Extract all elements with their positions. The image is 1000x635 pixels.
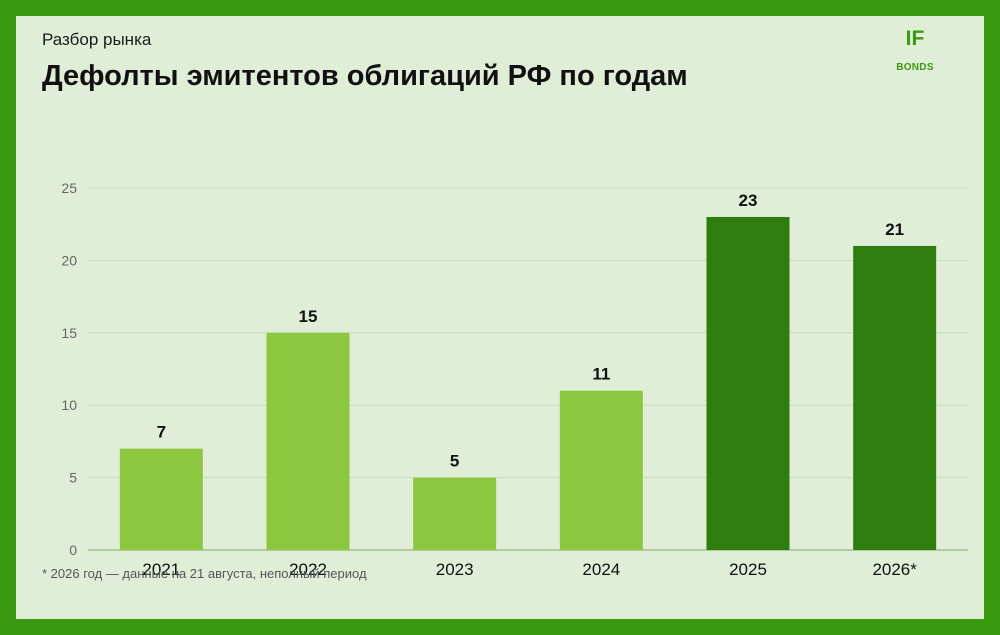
- footnote: * 2026 год — данные на 21 августа, непол…: [42, 566, 367, 581]
- y-tick-label: 5: [69, 470, 77, 486]
- x-tick-label: 2025: [729, 560, 767, 579]
- logo-mark: IF: [905, 27, 925, 50]
- data-label: 21: [885, 220, 904, 239]
- y-tick-label: 10: [61, 397, 77, 413]
- x-tick-label: 2021: [142, 560, 180, 579]
- data-label: 11: [592, 365, 610, 384]
- logo-subtitle: BONDS: [896, 62, 934, 73]
- y-tick-label: 20: [61, 252, 77, 268]
- data-label: 5: [450, 452, 459, 471]
- brand-logo: IF BONDS: [880, 26, 950, 73]
- bar: [266, 332, 350, 550]
- bar: [706, 216, 790, 550]
- chart-title: Дефолты эмитентов облигаций РФ по годам: [42, 60, 688, 92]
- bar: [119, 448, 203, 550]
- x-tick-label: 2026*: [872, 560, 917, 579]
- data-label: 15: [299, 307, 318, 326]
- bar: [559, 390, 643, 550]
- data-label: 23: [739, 191, 758, 210]
- y-tick-label: 15: [61, 325, 77, 341]
- bar: [853, 245, 937, 551]
- data-label: 7: [157, 423, 166, 442]
- x-tick-label: 2024: [582, 560, 620, 579]
- y-tick-label: 25: [61, 180, 77, 196]
- y-tick-label: 0: [69, 542, 77, 558]
- bar: [413, 477, 497, 550]
- section-kicker: Разбор рынка: [42, 30, 152, 49]
- x-tick-label: 2022: [289, 560, 327, 579]
- x-tick-label: 2023: [436, 560, 474, 579]
